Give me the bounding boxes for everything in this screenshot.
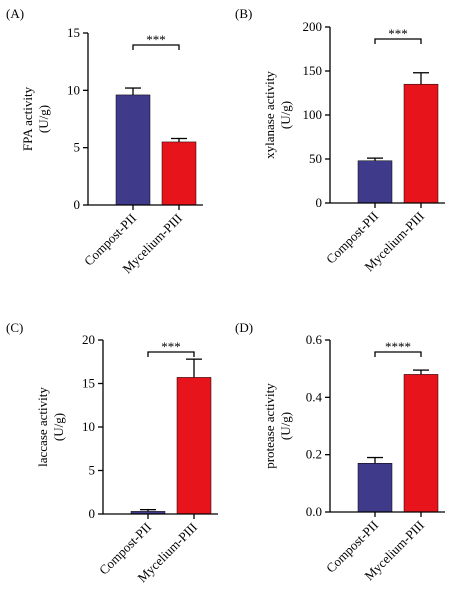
- significance-bracket: [147, 351, 195, 357]
- y-axis-label-line: FPA activity: [20, 86, 35, 151]
- bar: [176, 377, 212, 515]
- y-tick-label: 0: [89, 506, 96, 521]
- bar: [357, 160, 393, 204]
- significance-label: ***: [146, 32, 166, 47]
- y-tick-label: 0.4: [306, 389, 323, 404]
- panel-label: (B): [235, 6, 252, 21]
- y-axis-label-line: (U/g): [278, 101, 293, 129]
- error-bar: [413, 369, 429, 375]
- y-tick-label: 5: [74, 140, 81, 155]
- y-tick-label: 5: [89, 463, 96, 478]
- bar: [403, 83, 439, 204]
- y-tick-label: 150: [303, 63, 323, 78]
- bar: [115, 94, 151, 206]
- y-axis-label: FPA activity(U/g): [20, 86, 51, 151]
- y-tick-label: 0.0: [306, 504, 322, 519]
- error-bar: [171, 137, 187, 142]
- error-bar: [367, 157, 383, 161]
- error-bar: [140, 508, 156, 512]
- y-axis-label-line: protease activity: [262, 383, 277, 469]
- y-axis-label-line: (U/g): [278, 412, 293, 440]
- panel-label: (C): [6, 320, 23, 335]
- bar: [403, 374, 439, 513]
- y-axis-label: protease activity(U/g): [262, 383, 293, 469]
- significance-bracket: [374, 351, 422, 357]
- y-tick-label: 0.2: [306, 447, 322, 462]
- error-bar: [367, 456, 383, 464]
- significance-bracket: [132, 44, 180, 50]
- bar: [161, 141, 197, 206]
- significance-label: ****: [385, 339, 411, 354]
- y-tick-label: 10: [67, 82, 80, 97]
- y-axis-label: laccase activity(U/g): [35, 387, 66, 467]
- y-tick-label: 0: [74, 197, 81, 212]
- y-axis-label: xylanase activity(U/g): [262, 71, 293, 159]
- significance-label: ***: [388, 26, 408, 41]
- y-tick-label: 15: [67, 25, 80, 40]
- y-tick-label: 50: [309, 151, 322, 166]
- y-tick-label: 200: [303, 19, 323, 34]
- y-tick-label: 15: [82, 376, 95, 391]
- y-tick-label: 100: [303, 107, 323, 122]
- y-axis-label-line: (U/g): [36, 105, 51, 133]
- error-bar: [186, 358, 202, 378]
- y-tick-label: 0: [316, 195, 323, 210]
- significance-bracket: [374, 38, 422, 44]
- significance-label: ***: [161, 339, 181, 354]
- panel-label: (D): [235, 320, 253, 335]
- y-tick-label: 0.6: [306, 332, 323, 347]
- y-axis-label-line: laccase activity: [35, 387, 50, 467]
- y-tick-label: 20: [82, 332, 95, 347]
- panel-label: (A): [6, 6, 24, 21]
- y-tick-label: 10: [82, 419, 95, 434]
- error-bar: [413, 72, 429, 85]
- y-axis-label-line: xylanase activity: [262, 71, 277, 159]
- bar: [357, 463, 393, 513]
- error-bar: [125, 87, 141, 95]
- y-axis-label-line: (U/g): [51, 413, 66, 441]
